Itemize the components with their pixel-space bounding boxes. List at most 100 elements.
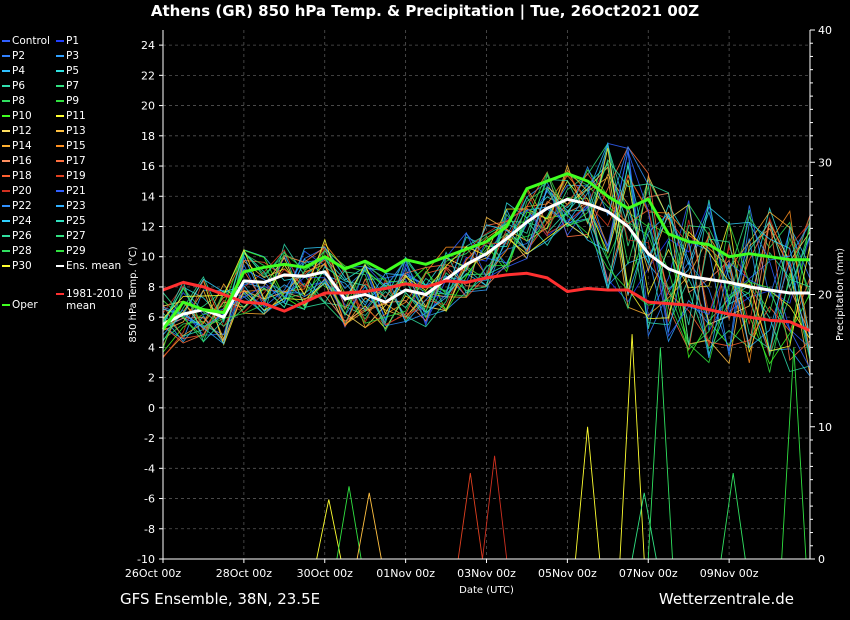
axes: -10-8-6-4-202468101214161820222401020304… [125, 24, 846, 596]
legend-swatch [56, 70, 64, 72]
source-credit: Wetterzentrale.de [658, 590, 794, 608]
series-line [162, 271, 811, 333]
legend-label: P21 [66, 185, 86, 197]
legend-swatch [56, 175, 64, 177]
legend-item: P1 [56, 35, 79, 47]
y-tick-label: 24 [141, 39, 155, 52]
legend-label: P29 [66, 245, 86, 257]
x-tick-label: 03Nov 00z [457, 567, 516, 580]
chart-title: Athens (GR) 850 hPa Temp. & Precipitatio… [150, 2, 700, 20]
ensemble-member-line [162, 169, 811, 365]
legend-item: P14 [2, 140, 32, 152]
legend-label: P28 [12, 245, 32, 257]
legend-swatch [2, 220, 10, 222]
legend-label: P13 [66, 125, 86, 137]
legend-item: P21 [56, 185, 86, 197]
x-tick-label: 30Oct 00z [297, 567, 354, 580]
y2-tick-label: 20 [818, 289, 832, 302]
legend-item: P9 [56, 95, 79, 107]
legend-label: P1 [66, 35, 80, 47]
legend-label: P11 [66, 110, 86, 122]
legend-item: Control [2, 35, 50, 47]
legend-label: P5 [66, 65, 80, 77]
x-tick-label: 28Oct 00z [216, 567, 273, 580]
y-tick-label: 10 [141, 251, 155, 264]
legend-label: Control [12, 35, 50, 47]
legend-swatch [2, 304, 10, 306]
y-tick-label: 20 [141, 100, 155, 113]
legend-item: P30 [2, 260, 32, 272]
precipitation-spike [647, 347, 673, 560]
y-tick-label: -6 [144, 493, 155, 506]
legend-swatch [2, 145, 10, 147]
legend-item: P16 [2, 155, 32, 167]
grid [162, 30, 811, 560]
precipitation-spike [336, 486, 362, 560]
precipitation-spike [356, 492, 382, 560]
legend-swatch [2, 130, 10, 132]
ensemble-members [162, 141, 811, 560]
precipitation-spike [482, 455, 508, 560]
legend-item: P27 [56, 230, 86, 242]
legend-swatch [2, 85, 10, 87]
legend-label: P2 [12, 50, 26, 62]
legend-swatch [56, 85, 64, 87]
precipitation-spike [619, 334, 645, 560]
legend-label: P9 [66, 95, 80, 107]
x-tick-label: 09Nov 00z [700, 567, 759, 580]
legend-swatch [2, 55, 10, 57]
legend-item: P23 [56, 200, 86, 212]
series-line [161, 172, 810, 331]
precipitation-spike [575, 426, 601, 560]
precipitation-spike [720, 472, 746, 560]
x-axis-label: Date (UTC) [459, 585, 514, 596]
legend-swatch [56, 235, 64, 237]
legend-item: Ens. mean [56, 260, 121, 272]
legend-item: P12 [2, 125, 32, 137]
legend-item: P17 [56, 155, 86, 167]
series-layer [161, 172, 811, 333]
precipitation-spike [781, 347, 807, 560]
legend-label: P12 [12, 125, 32, 137]
y2-tick-label: 0 [818, 553, 825, 566]
y-tick-label: -4 [144, 462, 155, 475]
legend-swatch [2, 115, 10, 117]
ensemble-member-line [162, 159, 811, 350]
legend-swatch [56, 190, 64, 192]
legend-item: P11 [56, 110, 86, 122]
legend-label: P30 [12, 260, 32, 272]
legend-swatch [56, 115, 64, 117]
legend-swatch [56, 293, 64, 295]
legend-label: P24 [12, 215, 32, 227]
legend-swatch [56, 40, 64, 42]
ensemble-member-line [162, 163, 811, 375]
y-tick-label: -10 [137, 553, 155, 566]
legend-swatch [56, 55, 64, 57]
legend-label: P19 [66, 170, 86, 182]
y2-axis-label: Precipitation (mm) [835, 248, 846, 341]
y2-tick-label: 30 [818, 156, 832, 169]
y-tick-label: 22 [141, 69, 155, 82]
y-tick-label: 8 [148, 281, 155, 294]
legend-swatch [56, 205, 64, 207]
legend-swatch [56, 265, 64, 267]
legend-item: P22 [2, 200, 32, 212]
legend-item: P25 [56, 215, 86, 227]
precipitation-spike [457, 472, 483, 560]
legend-item: P10 [2, 110, 32, 122]
ensemble-member-line [162, 160, 811, 357]
legend-item: P15 [56, 140, 86, 152]
y-tick-label: 6 [148, 311, 155, 324]
model-info: GFS Ensemble, 38N, 23.5E [120, 590, 321, 608]
y-tick-label: 12 [141, 220, 155, 233]
y-axis-label: 850 hPa Temp. (°C) [128, 246, 139, 342]
legend-item: P4 [2, 65, 25, 77]
legend-swatch [2, 265, 10, 267]
y-tick-label: 18 [141, 130, 155, 143]
legend-swatch [2, 100, 10, 102]
ensemble-member-line [162, 148, 811, 352]
legend-item: P8 [2, 95, 25, 107]
legend-item: P5 [56, 65, 79, 77]
y2-tick-label: 10 [818, 421, 832, 434]
